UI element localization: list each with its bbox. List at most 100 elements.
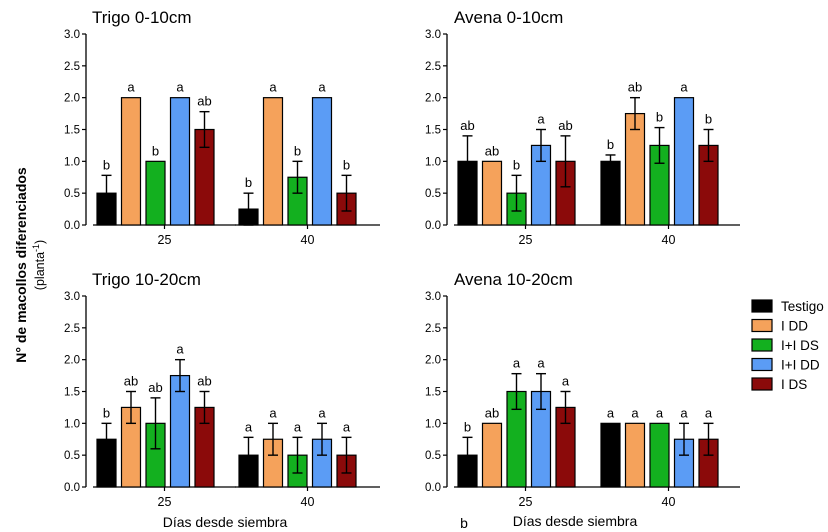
y-tick-label: 1.0 (425, 418, 441, 430)
significance-letter: b (656, 110, 663, 125)
y-tick-label: 2.0 (64, 93, 80, 105)
y-tick-label: 1.5 (64, 125, 80, 137)
y-axis-title-main: N° de macollos diferenciados (13, 167, 29, 363)
y-axis-unit-sup: -1 (31, 244, 41, 252)
significance-letter: ab (485, 405, 499, 420)
y-axis-unit-suffix: ) (33, 240, 47, 244)
significance-letter: a (176, 342, 184, 357)
panel-trigo-0-10: Trigo 0-10cm0.00.51.01.52.02.53.025babaa… (64, 8, 380, 247)
y-tick-label: 0.5 (425, 188, 441, 200)
y-tick-label: 0.5 (64, 188, 80, 200)
significance-letter: b (103, 157, 110, 172)
bar (673, 97, 695, 226)
legend-swatch (751, 377, 773, 391)
significance-letter: a (294, 419, 302, 434)
legend-swatch (751, 299, 773, 313)
significance-letter: b (103, 405, 110, 420)
y-axis-unit-prefix: (planta (33, 252, 47, 290)
significance-letter: ab (148, 380, 162, 395)
significance-letter: a (343, 419, 351, 434)
y-tick-label: 2.5 (64, 323, 80, 335)
legend: Testigo I DD I+I DS I+I DD I DS (751, 299, 824, 392)
x-axis-title-right: Días desde siembra (513, 513, 638, 529)
bar (624, 112, 646, 226)
significance-letter: b (607, 137, 614, 152)
bar (600, 422, 621, 488)
significance-letter: a (562, 374, 570, 389)
x-tick-label: 40 (301, 233, 315, 247)
x-tick-label: 40 (662, 495, 676, 509)
significance-letter: b (152, 143, 159, 158)
legend-swatch (751, 357, 773, 372)
significance-letter: a (318, 405, 326, 420)
significance-letter: a (680, 80, 688, 95)
y-tick-label: 1.0 (64, 156, 80, 168)
significance-letter: b (245, 175, 252, 190)
panel-title: Trigo 10-20cm (92, 270, 201, 289)
x-tick-label: 25 (519, 233, 533, 247)
significance-letter: ab (197, 94, 211, 109)
y-tick-label: 2.0 (425, 93, 441, 105)
y-axis-title: N° de macollos diferenciados (planta-1) (13, 167, 47, 363)
bar (311, 97, 333, 226)
legend-swatch (751, 338, 773, 352)
significance-letter: b (464, 419, 471, 434)
y-tick-label: 2.0 (64, 355, 80, 367)
y-tick-label: 0.0 (64, 482, 80, 494)
significance-letter: b (294, 143, 301, 158)
significance-letter: ab (460, 118, 474, 133)
y-tick-label: 3.0 (64, 291, 80, 303)
y-tick-label: 1.5 (425, 387, 441, 399)
legend-swatch (751, 318, 773, 333)
y-tick-label: 1.0 (425, 156, 441, 168)
bar (481, 422, 503, 488)
panel-avena-0-10: Avena 0-10cm0.00.51.01.52.02.53.025ababb… (425, 8, 740, 247)
significance-letter: ab (124, 374, 138, 389)
y-tick-label: 0.0 (64, 220, 80, 232)
x-tick-label: 25 (158, 495, 172, 509)
y-tick-label: 0.0 (425, 220, 441, 232)
bar (600, 160, 621, 226)
svg-text:N° de macollos diferenciados: N° de macollos diferenciados (13, 167, 29, 363)
y-tick-label: 1.5 (64, 387, 80, 399)
y-tick-label: 0.5 (64, 450, 80, 462)
significance-letter: a (127, 80, 135, 95)
significance-letter: ab (485, 143, 499, 158)
y-tick-label: 1.5 (425, 125, 441, 137)
stray-letter: b (460, 515, 468, 531)
significance-letter: a (631, 405, 639, 420)
y-tick-label: 3.0 (425, 291, 441, 303)
panel-title: Avena 0-10cm (454, 8, 563, 27)
y-tick-label: 2.0 (425, 355, 441, 367)
significance-letter: a (176, 80, 184, 95)
significance-letter: a (537, 356, 545, 371)
bar (169, 97, 191, 226)
panel-avena-10-20: Avena 10-20cm 0.0 0.5 1.0 1.5 2.0 2.5 3.0 25 bab a… (425, 270, 740, 509)
legend-label: I+I DD (781, 358, 820, 373)
significance-letter: b (513, 157, 520, 172)
x-tick-label: 25 (158, 233, 172, 247)
significance-letter: ab (628, 80, 642, 95)
significance-letter: b (705, 112, 712, 127)
y-tick-label: 2.5 (64, 61, 80, 73)
significance-letter: a (680, 405, 688, 420)
bar (169, 374, 191, 488)
bar (481, 160, 503, 226)
legend-label: I+I DS (781, 338, 819, 353)
significance-letter: a (269, 80, 277, 95)
bar (624, 422, 646, 488)
x-tick-label: 40 (662, 233, 676, 247)
panel-title: Avena 10-20cm (454, 270, 573, 289)
svg-text:(planta-1): (planta-1) (31, 240, 47, 290)
significance-letter: a (513, 356, 521, 371)
legend-label: I DS (781, 377, 807, 392)
significance-letter: b (343, 157, 350, 172)
x-tick-label: 40 (301, 495, 315, 509)
significance-letter: a (656, 405, 664, 420)
y-tick-label: 0.5 (425, 450, 441, 462)
significance-letter: ab (558, 118, 572, 133)
bar (262, 97, 284, 226)
y-tick-label: 2.5 (425, 61, 441, 73)
